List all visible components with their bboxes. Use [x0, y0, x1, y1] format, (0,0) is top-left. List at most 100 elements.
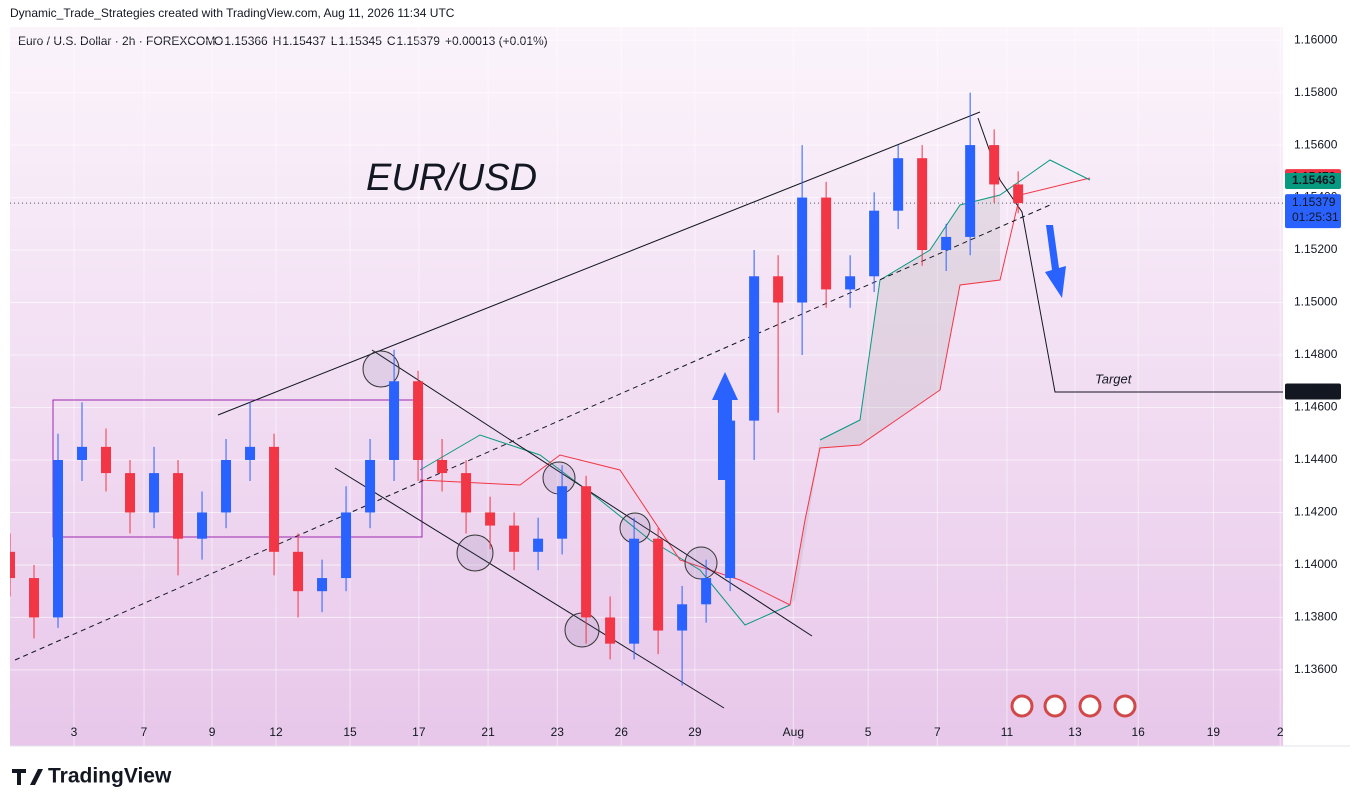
y-tick-label: 1.15000	[1294, 295, 1338, 309]
x-tick-label: 5	[865, 725, 872, 739]
candle-body	[317, 578, 328, 592]
x-tick-label: Aug	[783, 725, 804, 739]
price-label: 1.14661	[1292, 384, 1336, 398]
event-icon	[1113, 694, 1137, 718]
x-tick-label: 11	[1001, 725, 1014, 739]
candle-body	[269, 446, 280, 552]
ichimoku-span-b	[419, 177, 1091, 606]
ichimoku-span-a	[419, 434, 791, 626]
ohlc-change: +0.00013 (+0.01%)	[445, 34, 548, 48]
candle-body	[245, 446, 256, 460]
trendline	[217, 111, 981, 416]
candle-body	[677, 604, 688, 631]
candle-body	[941, 236, 952, 251]
y-tick-label: 1.14000	[1294, 557, 1338, 571]
ohlc-value: 1.15366	[224, 34, 268, 48]
marker-circle	[619, 512, 651, 544]
candle-body	[989, 145, 1000, 185]
candle-body	[821, 197, 832, 290]
marker-circle	[362, 350, 400, 388]
candle-body	[293, 551, 304, 592]
marker-circle	[684, 546, 718, 580]
marker-circle	[564, 612, 600, 648]
x-tick-label: 3	[71, 725, 78, 739]
brand-logo	[12, 769, 43, 785]
ohlc-label: O	[214, 34, 223, 48]
x-tick-label: 7	[934, 725, 941, 739]
candle-body	[125, 473, 136, 513]
ohlc-value: 1.15345	[338, 34, 382, 48]
grid	[10, 27, 1283, 746]
candle-body	[965, 145, 976, 237]
y-tick-label: 1.15200	[1294, 242, 1338, 256]
y-tick-label: 1.14600	[1294, 400, 1338, 414]
plot-area	[10, 27, 1283, 746]
candle-body	[533, 538, 544, 552]
price-label-bg	[1285, 194, 1341, 229]
price-label: 1.15463	[1292, 173, 1336, 187]
candle-body	[341, 512, 352, 579]
y-tick-label: 1.14800	[1294, 347, 1338, 361]
channel-line	[371, 349, 813, 637]
ichimoku-span-a-2	[819, 159, 1091, 441]
candle-body	[725, 420, 736, 579]
event-icon	[1078, 694, 1102, 718]
ohlc-label: H	[273, 34, 282, 48]
arrow-down	[1045, 225, 1066, 298]
channel-line	[334, 467, 725, 709]
x-tick-label: 9	[209, 725, 216, 739]
credit: Dynamic_Trade_Strategies created with Tr…	[10, 6, 455, 20]
y-tick-label: 1.15800	[1294, 85, 1338, 99]
candle-body	[389, 381, 400, 460]
x-tick-label: 13	[1068, 725, 1082, 739]
range-box	[52, 399, 423, 538]
marker-circle	[456, 534, 494, 572]
candle-body	[869, 210, 880, 277]
candle-body	[485, 512, 496, 526]
x-tick-label: 21	[481, 725, 495, 739]
candle-body	[173, 473, 184, 539]
y-tick-label: 1.14200	[1294, 505, 1338, 519]
candle-body	[221, 459, 232, 513]
annotation: Target	[1095, 371, 1133, 386]
chart-title: EUR/USD	[366, 157, 537, 199]
candle-body	[653, 538, 664, 631]
candle-body	[437, 459, 448, 474]
x-tick-label: 19	[1207, 725, 1221, 739]
x-tick-label: 12	[269, 725, 283, 739]
candle-body	[557, 486, 568, 539]
candle-body	[461, 473, 472, 513]
candle-body	[77, 446, 88, 460]
candle-body	[101, 446, 112, 474]
event-icon	[1043, 694, 1067, 718]
y-tick-label: 1.13600	[1294, 662, 1338, 676]
price-countdown: 01:25:31	[1292, 210, 1339, 224]
x-tick-label: 23	[551, 725, 565, 739]
ohlc-label: L	[331, 34, 338, 48]
ohlc-value: 1.15437	[282, 34, 326, 48]
y-tick-label: 1.15600	[1294, 137, 1338, 151]
candle-body	[797, 197, 808, 303]
y-tick-label: 1.14400	[1294, 452, 1338, 466]
x-tick-label: 15	[343, 725, 357, 739]
x-tick-label: 7	[141, 725, 148, 739]
cloud	[790, 195, 1000, 605]
candle-body	[413, 381, 424, 460]
candle-body	[10, 551, 15, 579]
brand: TradingView	[48, 765, 172, 788]
candle-body	[749, 276, 760, 421]
candle-body	[917, 158, 928, 251]
candle-body	[605, 617, 616, 644]
symbol: Euro / U.S. Dollar · 2h · FOREXCOM	[18, 34, 215, 48]
candle-body	[845, 276, 856, 290]
event-icon	[1010, 694, 1034, 718]
price-label-bg	[1285, 173, 1341, 190]
drawings	[14, 111, 1283, 718]
candle-body	[509, 525, 520, 552]
x-tick-label: 26	[615, 725, 629, 739]
candle-body	[893, 158, 904, 211]
price-label-bg	[1285, 383, 1341, 400]
candle-body	[53, 459, 64, 618]
